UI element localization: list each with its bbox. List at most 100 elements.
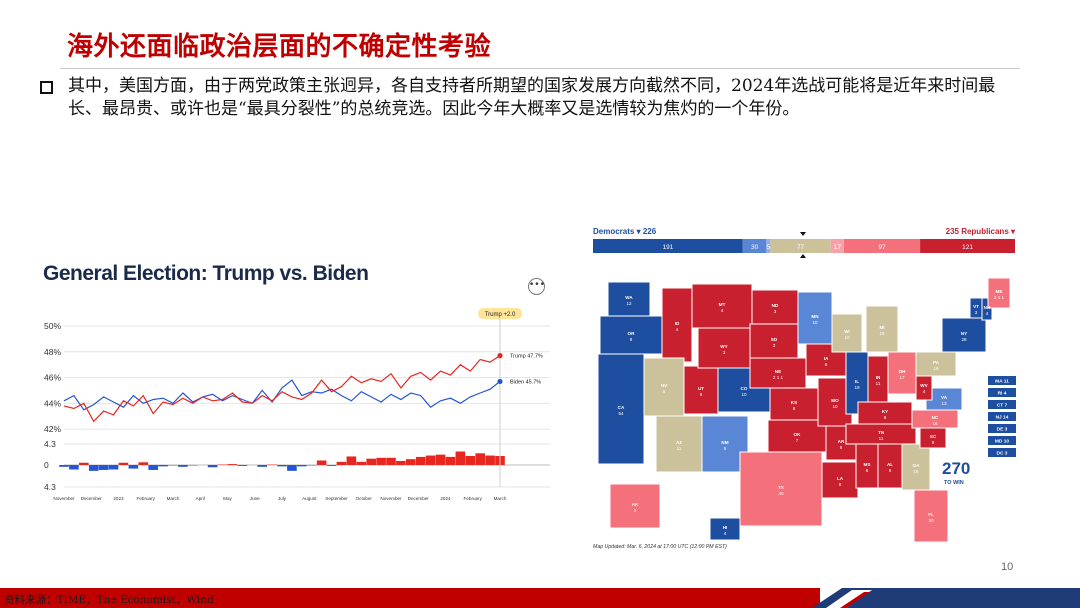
- state-code: OH: [899, 369, 907, 374]
- small-state-box: [988, 448, 1016, 457]
- state-shape: [709, 517, 741, 541]
- small-state-label: RI 4: [998, 391, 1007, 397]
- seat-bar-segment: [770, 239, 831, 253]
- state-code: CA: [618, 405, 625, 410]
- state-code: OK: [794, 432, 802, 437]
- state-shape: [981, 297, 993, 321]
- state-code: MS: [864, 462, 871, 467]
- seat-bar-label: 97: [878, 244, 886, 251]
- state-votes: 10: [832, 404, 838, 409]
- diff-bar-trump: [465, 456, 476, 465]
- seat-bar-label: 77: [797, 244, 805, 251]
- state-votes: 13: [941, 401, 947, 406]
- diff-bar-biden: [148, 465, 158, 470]
- state-code: WY: [720, 344, 727, 349]
- state-votes: 30: [928, 518, 934, 523]
- diff-tick-label: 0: [44, 460, 49, 470]
- diff-bar-trump: [227, 464, 238, 465]
- seat-bar-segment: [593, 239, 743, 253]
- state-code: WV: [920, 383, 928, 388]
- state-code: WA: [625, 295, 633, 300]
- state-votes: 54: [618, 411, 624, 416]
- state-votes: 3: [773, 343, 776, 348]
- biden-end-label: Biden 45.7%: [510, 379, 541, 385]
- more-options-icon[interactable]: •••: [528, 278, 545, 295]
- state-code: MT: [719, 302, 726, 307]
- x-tick-label: June: [250, 496, 260, 501]
- x-tick-label: August: [302, 496, 317, 501]
- state-code: UT: [698, 386, 704, 391]
- state-code: KY: [882, 409, 888, 414]
- y-tick-label: 44%: [44, 398, 61, 408]
- trump-line: [63, 355, 501, 423]
- badge-bg: [478, 308, 522, 319]
- state-votes: 8: [884, 415, 887, 420]
- state-shape: [913, 489, 949, 543]
- state-code: GA: [913, 463, 921, 468]
- state-shape: [739, 451, 823, 527]
- state-shape: [749, 357, 807, 389]
- small-state-box: [988, 424, 1016, 433]
- diff-bar-biden: [326, 465, 337, 466]
- state-votes: 28: [961, 337, 967, 342]
- state-code: AR: [838, 439, 845, 444]
- state-votes: 4: [724, 531, 727, 536]
- small-state-label: NJ 14: [996, 415, 1009, 421]
- diff-bar-trump: [336, 461, 347, 465]
- map-updated-note: Map Updated: Mar. 6, 2024 at 17:00 UTC (…: [593, 544, 727, 550]
- y-tick-label: 46%: [44, 373, 61, 383]
- x-tick-label: 2024: [440, 496, 451, 501]
- state-shape: [831, 313, 863, 353]
- diff-bar-trump: [455, 451, 466, 465]
- state-votes: 4: [923, 389, 926, 394]
- diff-bar-trump: [138, 462, 149, 465]
- diff-bar-biden: [98, 465, 109, 470]
- small-state-label: MA 11: [995, 379, 1009, 385]
- diff-bar-trump: [435, 454, 446, 465]
- state-code: AL: [887, 462, 893, 467]
- seat-bar-segment: [844, 239, 921, 253]
- biden-end-point: [497, 378, 503, 385]
- seat-bar-label: 17: [834, 244, 842, 251]
- state-votes: 10: [812, 320, 818, 325]
- y-tick-label: 48%: [44, 347, 61, 357]
- diff-bar-biden: [257, 465, 267, 467]
- state-votes: 6: [663, 389, 666, 394]
- state-code: NY: [961, 331, 967, 336]
- state-shape: [877, 443, 903, 489]
- state-votes: 4: [721, 308, 724, 313]
- y-tick-label: 42%: [44, 424, 61, 434]
- diff-bar-trump: [118, 462, 129, 465]
- state-code: NH: [984, 305, 991, 310]
- diff-bar-trump: [445, 456, 456, 465]
- diff-bar-trump: [316, 460, 327, 465]
- diff-tick-label: 4.3: [44, 439, 56, 449]
- state-votes: 3: [723, 350, 726, 355]
- diff-bar-trump: [406, 459, 416, 465]
- state-votes: 3: [975, 310, 978, 315]
- x-tick-label: November: [53, 496, 75, 501]
- seat-bar-label: 191: [662, 244, 673, 251]
- state-shape: [797, 291, 833, 345]
- state-code: VT: [973, 304, 979, 309]
- state-shape: [915, 351, 957, 377]
- x-tick-label: July: [278, 496, 287, 501]
- x-tick-label: March: [167, 496, 180, 501]
- small-state-box: [988, 436, 1016, 445]
- dem-label: Democrats ▾ 226: [593, 227, 657, 236]
- state-votes: 11: [876, 381, 881, 386]
- small-state-box: [988, 400, 1016, 409]
- diff-bar-trump: [79, 462, 89, 465]
- state-code: AZ: [676, 440, 682, 445]
- state-code: IA: [824, 356, 829, 361]
- x-tick-label: December: [81, 496, 103, 501]
- state-shape: [821, 461, 859, 499]
- state-shape: [751, 289, 799, 325]
- state-code: AK: [632, 502, 639, 507]
- state-shape: [865, 305, 899, 353]
- state-shape: [655, 415, 703, 473]
- state-votes: 10: [741, 392, 747, 397]
- body-paragraph: 其中，美国方面，由于两党政策主张迥异，各自支持者所期望的国家发展方向截然不同，2…: [68, 76, 996, 119]
- state-votes: 3: [634, 508, 637, 513]
- diff-bar-biden: [277, 465, 287, 467]
